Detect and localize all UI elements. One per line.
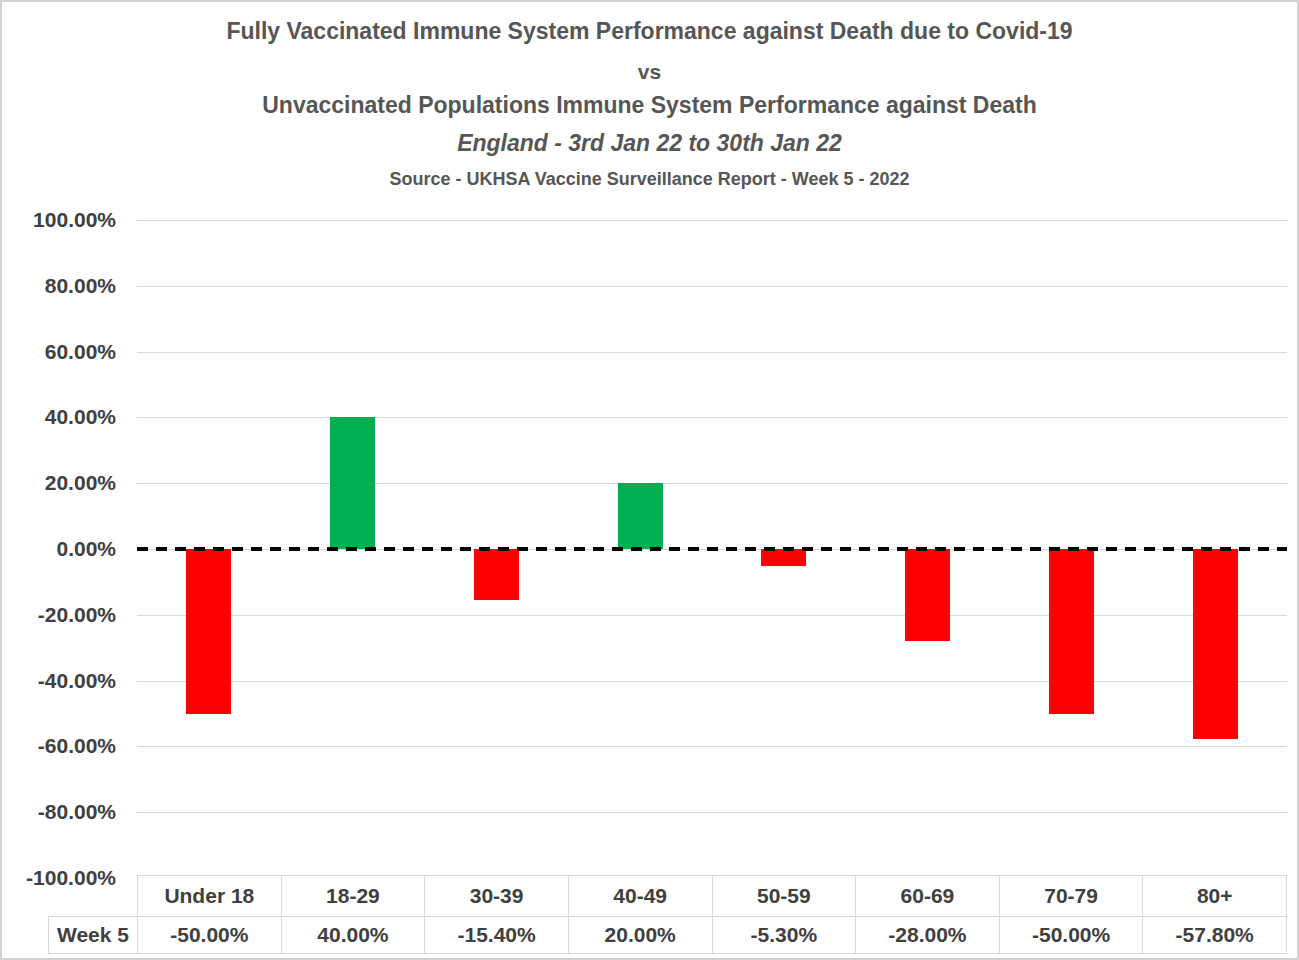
chart-vs-label: vs (2, 60, 1297, 84)
gridline (137, 483, 1287, 484)
gridline (137, 417, 1287, 418)
gridline (137, 352, 1287, 353)
y-axis-tick-label: 20.00% (45, 471, 116, 495)
gridline (137, 746, 1287, 747)
y-axis-tick-label: -80.00% (38, 800, 116, 824)
y-axis-tick-label: 40.00% (45, 405, 116, 429)
value-cell: -50.00% (1000, 917, 1144, 953)
category-header-cell: 50-59 (713, 876, 857, 916)
chart-source: Source - UKHSA Vaccine Surveillance Repo… (2, 169, 1297, 190)
bar-60-69 (905, 549, 950, 641)
bar-40-49 (618, 483, 663, 549)
category-header-cell: 18-29 (282, 876, 426, 916)
y-axis-tick-label: -40.00% (38, 669, 116, 693)
category-header-cell: 30-39 (425, 876, 569, 916)
chart-title-line-1: Fully Vaccinated Immune System Performan… (2, 18, 1297, 45)
value-cell: -57.80% (1143, 917, 1287, 953)
bar-70-79 (1049, 549, 1094, 714)
gridline (137, 615, 1287, 616)
value-cell: -5.30% (713, 917, 857, 953)
category-header-cell: 40-49 (569, 876, 713, 916)
y-axis-tick-label: 0.00% (56, 537, 116, 561)
value-cell: -50.00% (138, 917, 282, 953)
value-cell: -28.00% (856, 917, 1000, 953)
chart-title-line-2: Unvaccinated Populations Immune System P… (2, 92, 1297, 119)
value-cell: 40.00% (282, 917, 426, 953)
gridline (137, 681, 1287, 682)
y-axis-tick-label: 60.00% (45, 340, 116, 364)
bar-under-18 (186, 549, 231, 714)
y-axis-tick-label: -100.00% (26, 866, 116, 890)
chart-frame: Fully Vaccinated Immune System Performan… (0, 0, 1299, 960)
bar-80plus (1193, 549, 1238, 739)
gridline (137, 812, 1287, 813)
bar-18-29 (330, 417, 375, 549)
category-header-cell: Under 18 (138, 876, 282, 916)
zero-line (137, 547, 1287, 551)
plot-area (137, 220, 1287, 878)
data-table-value-row: Week 5-50.00%40.00%-15.40%20.00%-5.30%-2… (48, 916, 1287, 954)
chart-subtitle: England - 3rd Jan 22 to 30th Jan 22 (2, 130, 1297, 157)
y-axis-tick-label: 80.00% (45, 274, 116, 298)
y-axis: 100.00% 80.00% 60.00% 40.00% 20.00% 0.00% -20.… (2, 2, 120, 960)
bar-30-39 (474, 549, 519, 600)
category-header-cell: 60-69 (856, 876, 1000, 916)
bar-50-59 (761, 549, 806, 566)
series-name-cell: Week 5 (49, 917, 138, 953)
value-cell: 20.00% (569, 917, 713, 953)
x-axis-category-row: Under 1818-2930-3940-4950-5960-6970-7980… (137, 875, 1287, 916)
gridline (137, 286, 1287, 287)
gridline (137, 220, 1287, 221)
y-axis-tick-label: 100.00% (33, 208, 116, 232)
y-axis-tick-label: -20.00% (38, 603, 116, 627)
value-cell: -15.40% (425, 917, 569, 953)
y-axis-tick-label: -60.00% (38, 734, 116, 758)
category-header-cell: 70-79 (1000, 876, 1144, 916)
category-header-cell: 80+ (1143, 876, 1287, 916)
